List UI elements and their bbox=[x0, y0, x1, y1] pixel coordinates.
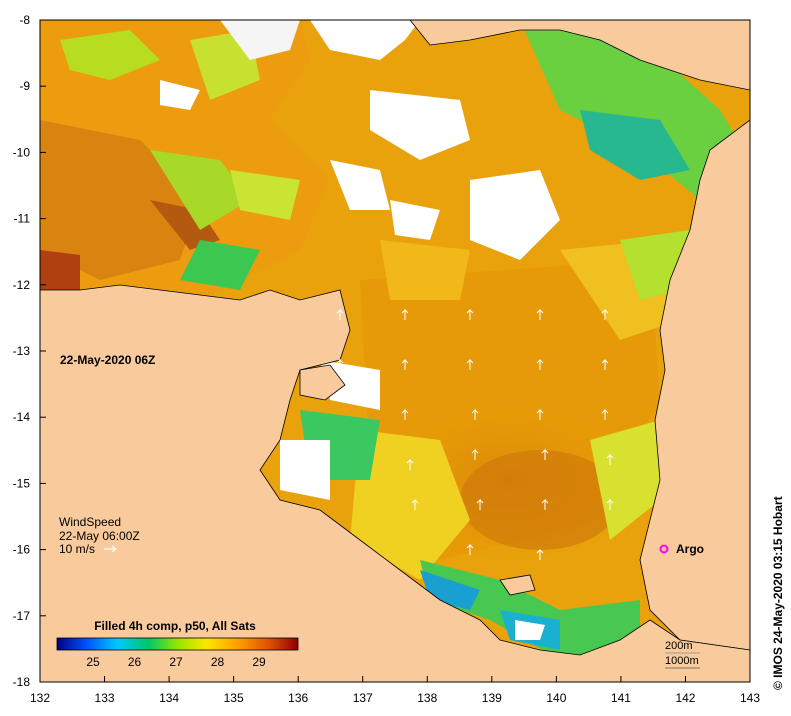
wind-legend: WindSpeed 22-May 06:00Z 10 m/s bbox=[59, 515, 140, 556]
argo-marker: Argo bbox=[659, 542, 704, 556]
lon-tick-label: 134 bbox=[159, 691, 179, 705]
lon-axis: 132 133 134 135 136 137 138 139 140 141 142 143 bbox=[30, 676, 760, 705]
wind-scale-label: 10 m/s bbox=[59, 542, 95, 556]
lon-tick-label: 133 bbox=[95, 691, 115, 705]
lon-tick-label: 141 bbox=[611, 691, 631, 705]
colorbar-tick-label: 25 bbox=[86, 655, 100, 669]
lat-tick-label: -17 bbox=[13, 609, 31, 623]
colorbar: Filled 4h comp, p50, All Sats 25 26 27 28 29 bbox=[56, 619, 299, 669]
lat-axis: -8 -9 -10 -11 -12 -13 -14 -15 -16 -17 -18 bbox=[13, 13, 46, 689]
argo-float-icon bbox=[659, 544, 669, 554]
lon-tick-label: 140 bbox=[546, 691, 566, 705]
colorbar-scale bbox=[56, 637, 299, 651]
lat-tick-label: -13 bbox=[13, 344, 31, 358]
colorbar-title: Filled 4h comp, p50, All Sats bbox=[94, 619, 256, 633]
lat-tick-label: -11 bbox=[14, 212, 31, 226]
sst-field bbox=[40, 20, 750, 682]
lat-tick-label: -18 bbox=[13, 675, 31, 689]
lat-tick-label: -12 bbox=[13, 278, 31, 292]
colorbar-tick-label: 26 bbox=[128, 655, 142, 669]
lat-tick-label: -15 bbox=[13, 476, 31, 490]
lon-tick-label: 142 bbox=[675, 691, 695, 705]
colorbar-tick-label: 28 bbox=[211, 655, 225, 669]
lat-tick-label: -9 bbox=[19, 79, 30, 93]
lat-tick-label: -16 bbox=[13, 543, 31, 557]
lat-tick-label: -14 bbox=[13, 410, 31, 424]
colorbar-tick-label: 27 bbox=[169, 655, 183, 669]
credit-label: © IMOS 24-May-2020 03:15 Hobart bbox=[771, 496, 785, 690]
wind-time: 22-May 06:00Z bbox=[59, 529, 140, 543]
lat-tick-label: -8 bbox=[19, 13, 30, 27]
lon-tick-label: 132 bbox=[30, 691, 50, 705]
lon-tick-label: 137 bbox=[353, 691, 373, 705]
colorbar-tick-label: 29 bbox=[252, 655, 266, 669]
land bbox=[40, 20, 750, 682]
depth-contour-legend: 200m 1000m bbox=[665, 640, 700, 669]
wind-title: WindSpeed bbox=[59, 515, 121, 529]
argo-label: Argo bbox=[676, 542, 704, 556]
wind-vectors bbox=[336, 208, 614, 560]
lon-tick-label: 143 bbox=[740, 691, 760, 705]
contour-200m-label: 200m bbox=[665, 640, 693, 652]
lon-tick-label: 138 bbox=[417, 691, 437, 705]
lat-tick-label: -10 bbox=[13, 145, 31, 159]
lon-tick-label: 136 bbox=[288, 691, 308, 705]
lon-tick-label: 135 bbox=[224, 691, 244, 705]
wind-scale-arrow-icon bbox=[104, 545, 117, 553]
lon-tick-label: 139 bbox=[482, 691, 502, 705]
date-label: 22-May-2020 06Z bbox=[60, 353, 155, 367]
contour-1000m-label: 1000m bbox=[665, 655, 699, 667]
